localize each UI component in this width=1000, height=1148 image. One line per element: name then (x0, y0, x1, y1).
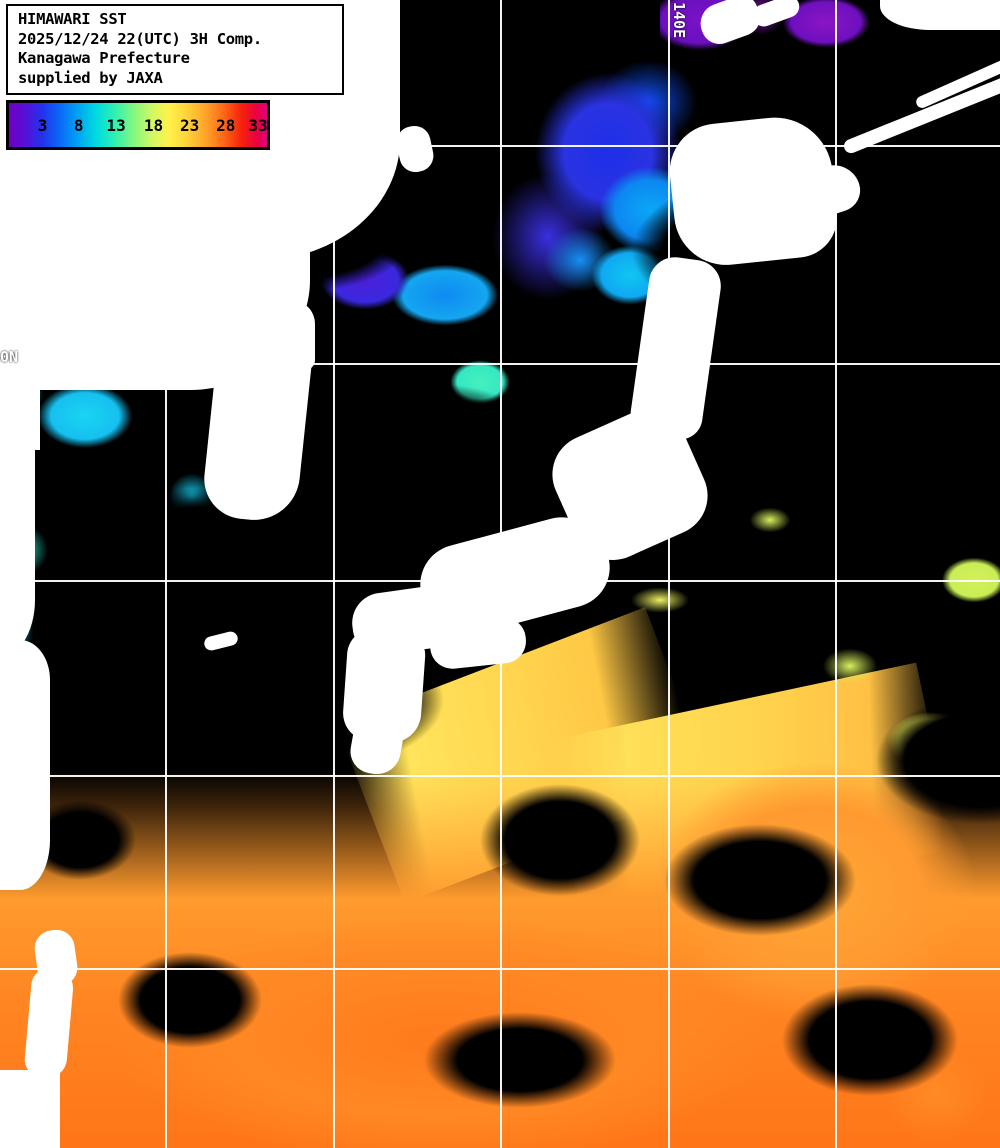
colorbar-tick: 18 (143, 115, 164, 135)
land-island-w2 (0, 800, 22, 840)
legend-panel: HIMAWARI SST 2025/12/24 22(UTC) 3H Comp.… (6, 4, 344, 150)
gridline-horizontal (0, 580, 1000, 582)
land-kamchatka-edge (880, 0, 1000, 30)
colorbar-tick: 3 (37, 115, 48, 135)
gridline-horizontal (0, 363, 1000, 365)
colorbar-gradient (9, 103, 267, 147)
land-china-se (0, 430, 35, 660)
land-korea-neck (235, 300, 315, 370)
gridline-horizontal (0, 775, 1000, 777)
title-line-datetime: 2025/12/24 22(UTC) 3H Comp. (18, 29, 262, 48)
colorbar-tick: 23 (179, 115, 200, 135)
gridline-horizontal (0, 968, 1000, 970)
land-china-far-south (0, 1070, 60, 1148)
colorbar-tick: 33 (248, 115, 268, 135)
title-line-region: Kanagawa Prefecture (18, 49, 190, 67)
colorbar-tick: 8 (73, 115, 84, 135)
colorbar-tick: 13 (106, 115, 126, 135)
longitude-label-140e: 140E (670, 2, 688, 39)
title-box: HIMAWARI SST 2025/12/24 22(UTC) 3H Comp.… (6, 4, 344, 95)
gridline-vertical (668, 0, 670, 1148)
gridline-vertical (835, 0, 837, 1148)
gridline-vertical (333, 0, 335, 1148)
colorbar-tick-labels: 3 8 13 18 23 28 33 (9, 103, 268, 147)
land-island-w1 (0, 690, 28, 724)
land-china-south (0, 640, 50, 890)
gridline-horizontal (0, 145, 1000, 147)
title-line-supplier: supplied by JAXA (18, 68, 163, 87)
gridline-vertical (165, 0, 167, 1148)
colorbar-tick: 28 (216, 115, 236, 135)
land-island-n2 (292, 180, 304, 198)
sst-colorbar: 3 8 13 18 23 28 33 (6, 100, 270, 150)
latitude-label-40n: 40N (0, 348, 19, 366)
gridline-vertical (500, 0, 502, 1148)
title-line-product: HIMAWARI SST (18, 10, 127, 28)
land-island-n1 (190, 176, 206, 198)
land-island-n3 (232, 200, 244, 214)
